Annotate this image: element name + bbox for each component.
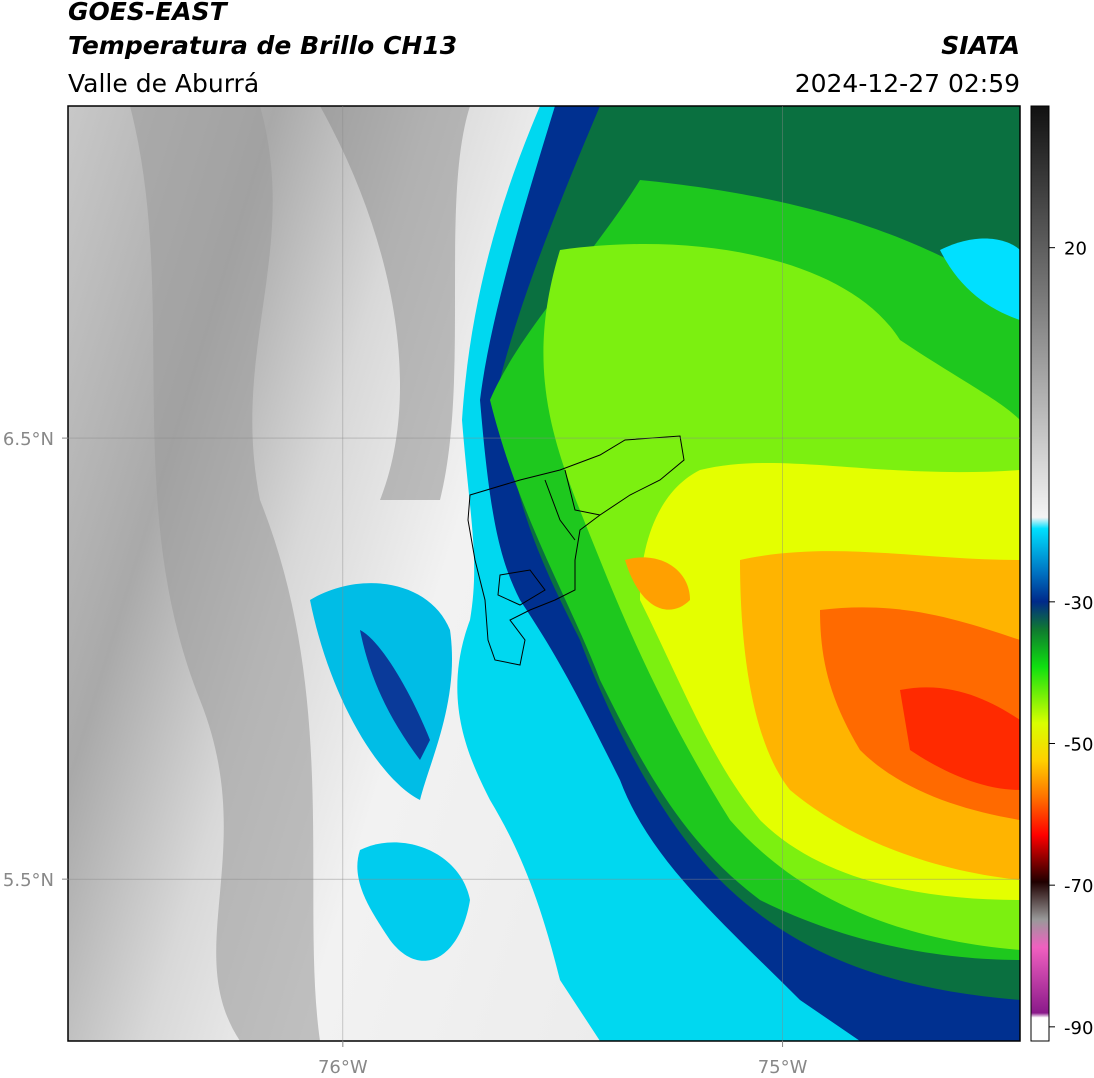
title: GOES-EAST: [68, 0, 229, 26]
colorbar-tick-label: -70: [1064, 876, 1093, 897]
colorbar-tick-label: 20: [1064, 239, 1087, 260]
colorbar-tick-label: -50: [1064, 735, 1093, 756]
datetime: 2024-12-27 02:59: [795, 69, 1020, 98]
subtitle: Temperatura de Brillo CH13: [68, 31, 457, 60]
map-frame: [67, 105, 1021, 1042]
region: Valle de Aburrá: [68, 69, 259, 98]
y-tick-label: 5.5°N: [3, 870, 54, 891]
x-tick-label: 75°W: [758, 1057, 808, 1078]
x-tick-label: 76°W: [318, 1057, 368, 1078]
y-tick-label: 6.5°N: [3, 429, 54, 450]
colorbar-tick-label: -90: [1064, 1018, 1093, 1039]
satellite-image: [68, 106, 1020, 1041]
colorbar: [1030, 105, 1050, 1042]
source: SIATA: [941, 31, 1020, 60]
colorbar-tick-label: -30: [1064, 593, 1093, 614]
